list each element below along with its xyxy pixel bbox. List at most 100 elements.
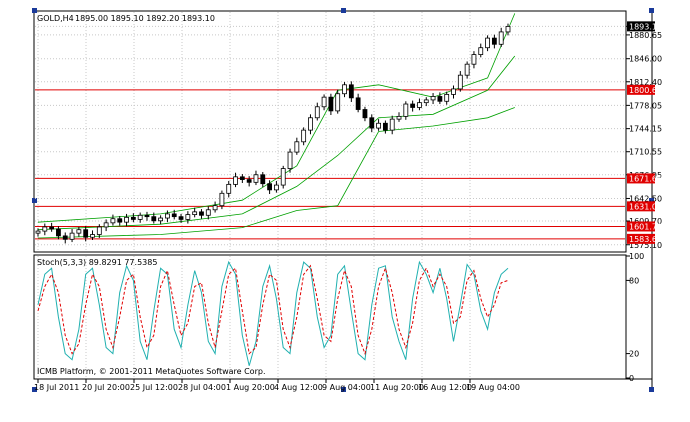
candle [69,229,75,243]
selection-handle[interactable] [649,387,654,392]
candle-body [280,168,286,186]
price-tick-label: 1778.05 [629,101,662,110]
candle-body [430,96,436,101]
time-tick-label: 9 Aug 04:00 [322,383,371,392]
candle-body [376,122,381,129]
candle-body [348,84,354,99]
candle-body [239,176,245,180]
selection-handle[interactable] [341,387,346,392]
candle [233,172,238,188]
candle [96,224,102,238]
candle-body [178,216,184,220]
candle-body [158,217,164,222]
candle-body [423,99,429,104]
candle-body [294,141,300,153]
candle [382,120,388,134]
candle [471,51,477,69]
candle [396,112,402,122]
candle [369,114,375,133]
candle [294,137,300,155]
candle-body [49,226,55,230]
price-tick-label: 1812.40 [629,78,662,87]
candle-body [219,192,225,207]
candle [478,43,484,58]
price-tick-label: 1744.15 [629,125,662,134]
current-price-box [627,21,655,32]
candle [165,210,170,223]
price-level-box [627,84,655,95]
candle [62,232,68,244]
candle-body [110,218,116,224]
symbol-label: GOLD,H4 [37,14,74,23]
candle-body [83,229,89,238]
time-tick-label: 16 Aug 12:00 [418,383,472,392]
candle-body [335,93,341,112]
candle-body [437,96,443,102]
candle-body [355,97,361,110]
candle-body [103,222,109,228]
candle-body [144,214,150,218]
candle [267,180,272,194]
candle-body [274,184,279,191]
candle-body [124,216,129,223]
price-tick-label: 1893.10 [629,22,662,31]
candle-body [491,37,497,45]
candle [485,35,490,52]
price-level-label: 1601.72 [629,222,662,231]
candle-body [389,118,395,131]
price-level-label: 1800.68 [629,86,662,95]
candle [219,190,225,210]
candle [246,176,252,187]
candle-body [212,205,218,211]
candle [314,102,320,121]
candle [144,211,150,221]
candle-body [369,117,375,129]
support-resistance-lines [35,89,625,240]
time-tick-label: 11 Aug 20:00 [370,383,424,392]
candle [49,222,55,232]
candle [124,213,129,227]
candle [301,127,307,146]
time-tick-label: 20 Jul 20:00 [82,383,130,392]
candle [260,172,266,188]
selection-handle[interactable] [649,198,654,203]
candle [117,215,123,226]
time-tick-label: 25 Jul 12:00 [130,383,178,392]
selection-handle[interactable] [341,8,346,13]
candle [457,71,463,92]
candle-body [117,218,123,223]
stoch-title: Stoch(5,3,3) 89.8291 77.5385 [37,258,157,267]
candle [417,98,422,111]
stoch-main-line [37,260,509,366]
selection-handle[interactable] [32,8,37,13]
selection-handle[interactable] [649,8,654,13]
candle [205,206,211,220]
candle [389,115,395,135]
price-level-label: 1583.66 [629,235,662,244]
stoch-tick-label: 0 [629,374,634,383]
candle-body [90,234,95,238]
candle [444,91,450,105]
candle-body [457,74,463,90]
time-axis-labels: 18 Jul 2011 20 Jul 20:00 25 Jul 12:00 28 Ju… [34,379,520,392]
price-tick-label: 1575.10 [629,241,662,250]
candle-body [253,174,259,183]
price-level-box [627,233,655,244]
candle-body [287,151,293,169]
candle [103,219,109,232]
candle [83,226,89,242]
selection-handle[interactable] [32,387,37,392]
candle-body [314,106,320,119]
candle [274,180,279,193]
candle [505,23,511,36]
candle-body [444,94,450,102]
ohlc-label: 1895.00 1895.10 1892.20 1893.10 [75,14,215,23]
main-chart-frame [33,10,627,253]
candle-body [403,103,409,117]
band-lower [37,107,515,239]
price-tick-label: 1880.65 [629,31,662,40]
price-candles [35,23,511,244]
candle [110,214,116,226]
candle-body [342,84,347,95]
selection-handle[interactable] [32,198,37,203]
